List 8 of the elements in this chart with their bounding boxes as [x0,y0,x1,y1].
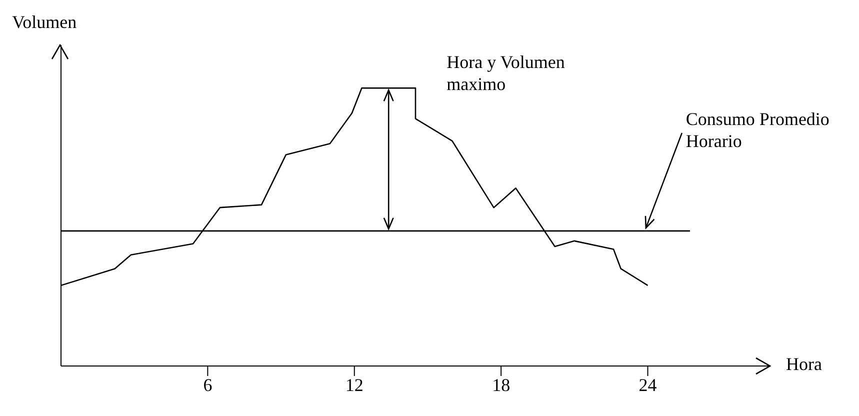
x-tick-label: 24 [638,374,657,395]
x-axis-title: Hora [786,354,822,375]
y-axis-title: Volumen [12,12,77,33]
x-tick-label: 18 [492,374,510,395]
annotation: Hora y Volumen maximo [446,52,565,94]
ref-line-label: Consumo Promedio Horario [686,108,830,151]
x-tick-label: 6 [203,374,212,395]
x-tick-label: 12 [345,374,364,395]
